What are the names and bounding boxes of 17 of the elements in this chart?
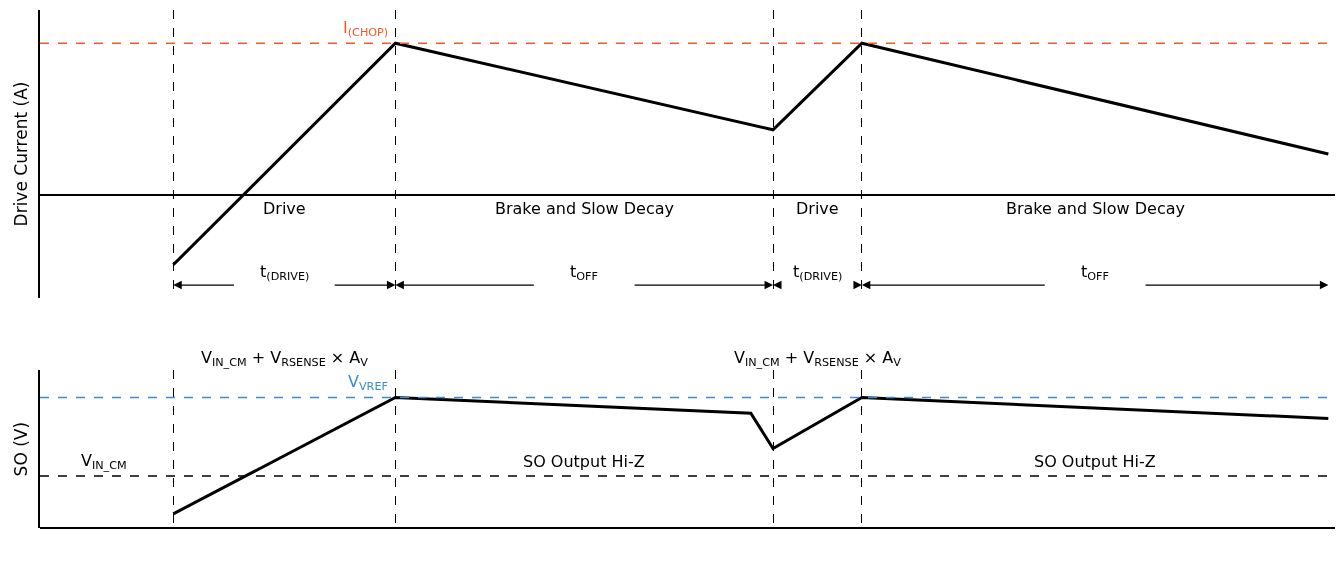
- annotation: t$_{OFF}$: [1081, 262, 1109, 284]
- ref-line-label: V$_{IN_CM}$: [81, 451, 127, 473]
- annotation: t$_{(DRIVE)}$: [260, 262, 310, 284]
- annotation: t$_{OFF}$: [570, 262, 598, 284]
- annotation: SO Output Hi-Z: [1034, 452, 1156, 471]
- text: V$_{IN_CM}$ + V$_{RSENSE}$ × A$_{V}$: [201, 348, 369, 370]
- annotation: Brake and Slow Decay: [1006, 199, 1185, 218]
- annotation: SO Output Hi-Z: [523, 452, 645, 471]
- ref-line-label: I$_{(CHOP)}$: [343, 18, 389, 40]
- annotation: Drive: [263, 199, 306, 218]
- y-axis-title: Drive Current (A): [11, 81, 32, 227]
- y-axis-title: SO (V): [11, 421, 32, 477]
- annotation: t$_{(DRIVE)}$: [793, 262, 843, 284]
- annotation: Drive: [796, 199, 839, 218]
- annotation: Brake and Slow Decay: [495, 199, 674, 218]
- text: V$_{IN_CM}$ + V$_{RSENSE}$ × A$_{V}$: [734, 348, 902, 370]
- ref-line-label: V$_{VREF}$: [348, 372, 388, 394]
